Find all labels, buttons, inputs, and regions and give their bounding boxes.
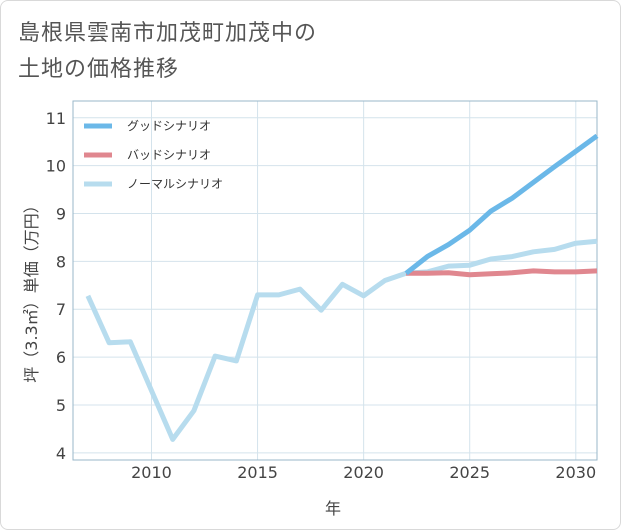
- y-tick-label: 9: [56, 204, 66, 223]
- y-tick-label: 8: [56, 252, 66, 271]
- x-tick-label: 2020: [343, 463, 384, 482]
- y-tick-label: 7: [56, 300, 66, 319]
- y-tick-label: 6: [56, 348, 66, 367]
- series-line-2: [85, 238, 598, 442]
- plot-area-border: [72, 100, 598, 461]
- chart-title-line-1: 島根県雲南市加茂町加茂中の: [18, 21, 318, 46]
- legend-label-1: バッドシナリオ: [127, 148, 211, 162]
- chart-title-line-2: 土地の価格推移: [18, 57, 180, 82]
- x-axis-label: 年: [325, 499, 341, 518]
- legend-label-0: グッドシナリオ: [127, 119, 211, 133]
- y-tick-label: 10: [46, 157, 66, 176]
- series-line-0: [404, 133, 599, 276]
- x-tick-label: 2015: [237, 463, 278, 482]
- x-tick-label: 2010: [131, 463, 172, 482]
- y-tick-label: 4: [56, 444, 66, 463]
- x-tick-label: 2030: [555, 463, 596, 482]
- chart-title: 島根県雲南市加茂町加茂中の 土地の価格推移: [18, 16, 317, 88]
- legend-label-2: ノーマルシナリオ: [127, 177, 223, 191]
- x-tick-label: 2025: [449, 463, 490, 482]
- series-lines: [85, 133, 599, 442]
- y-axis-label: 坪（3.3㎡）単価（万円）: [22, 197, 41, 382]
- y-tick-label: 11: [46, 109, 66, 128]
- axis-ticks: 2010 2015 2020 2025 2030 4 5 6 7 8 9 10 11: [46, 109, 597, 482]
- series-line-1: [406, 268, 598, 278]
- y-tick-label: 5: [56, 396, 66, 415]
